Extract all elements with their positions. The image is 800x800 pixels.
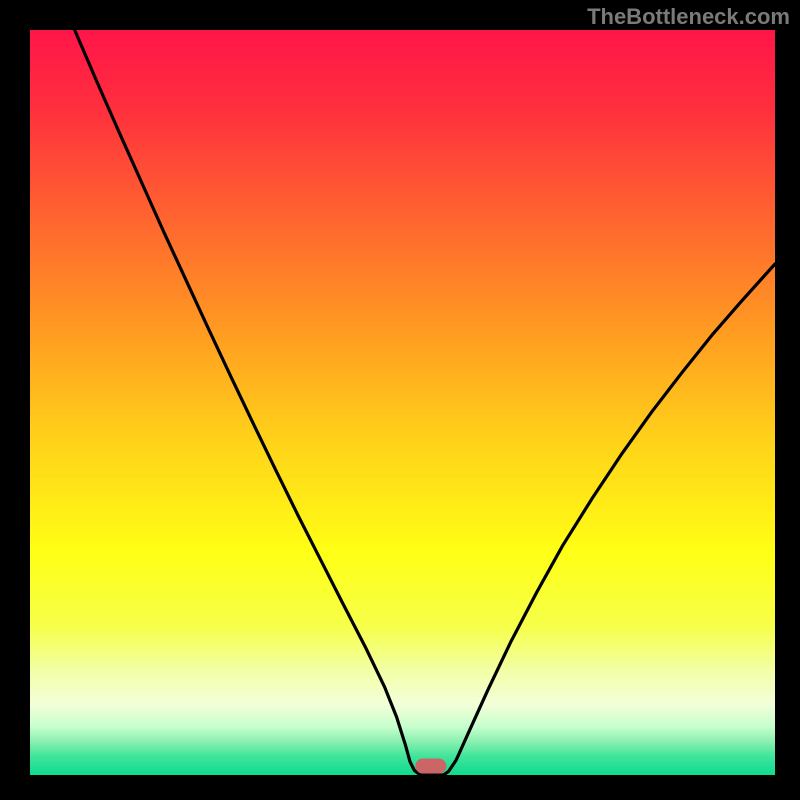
curve-path (75, 30, 775, 775)
watermark-text: TheBottleneck.com (587, 4, 790, 30)
bottleneck-curve (30, 30, 775, 775)
plot-area (30, 30, 775, 775)
chart-container: TheBottleneck.com (0, 0, 800, 800)
optimum-marker (415, 759, 446, 774)
